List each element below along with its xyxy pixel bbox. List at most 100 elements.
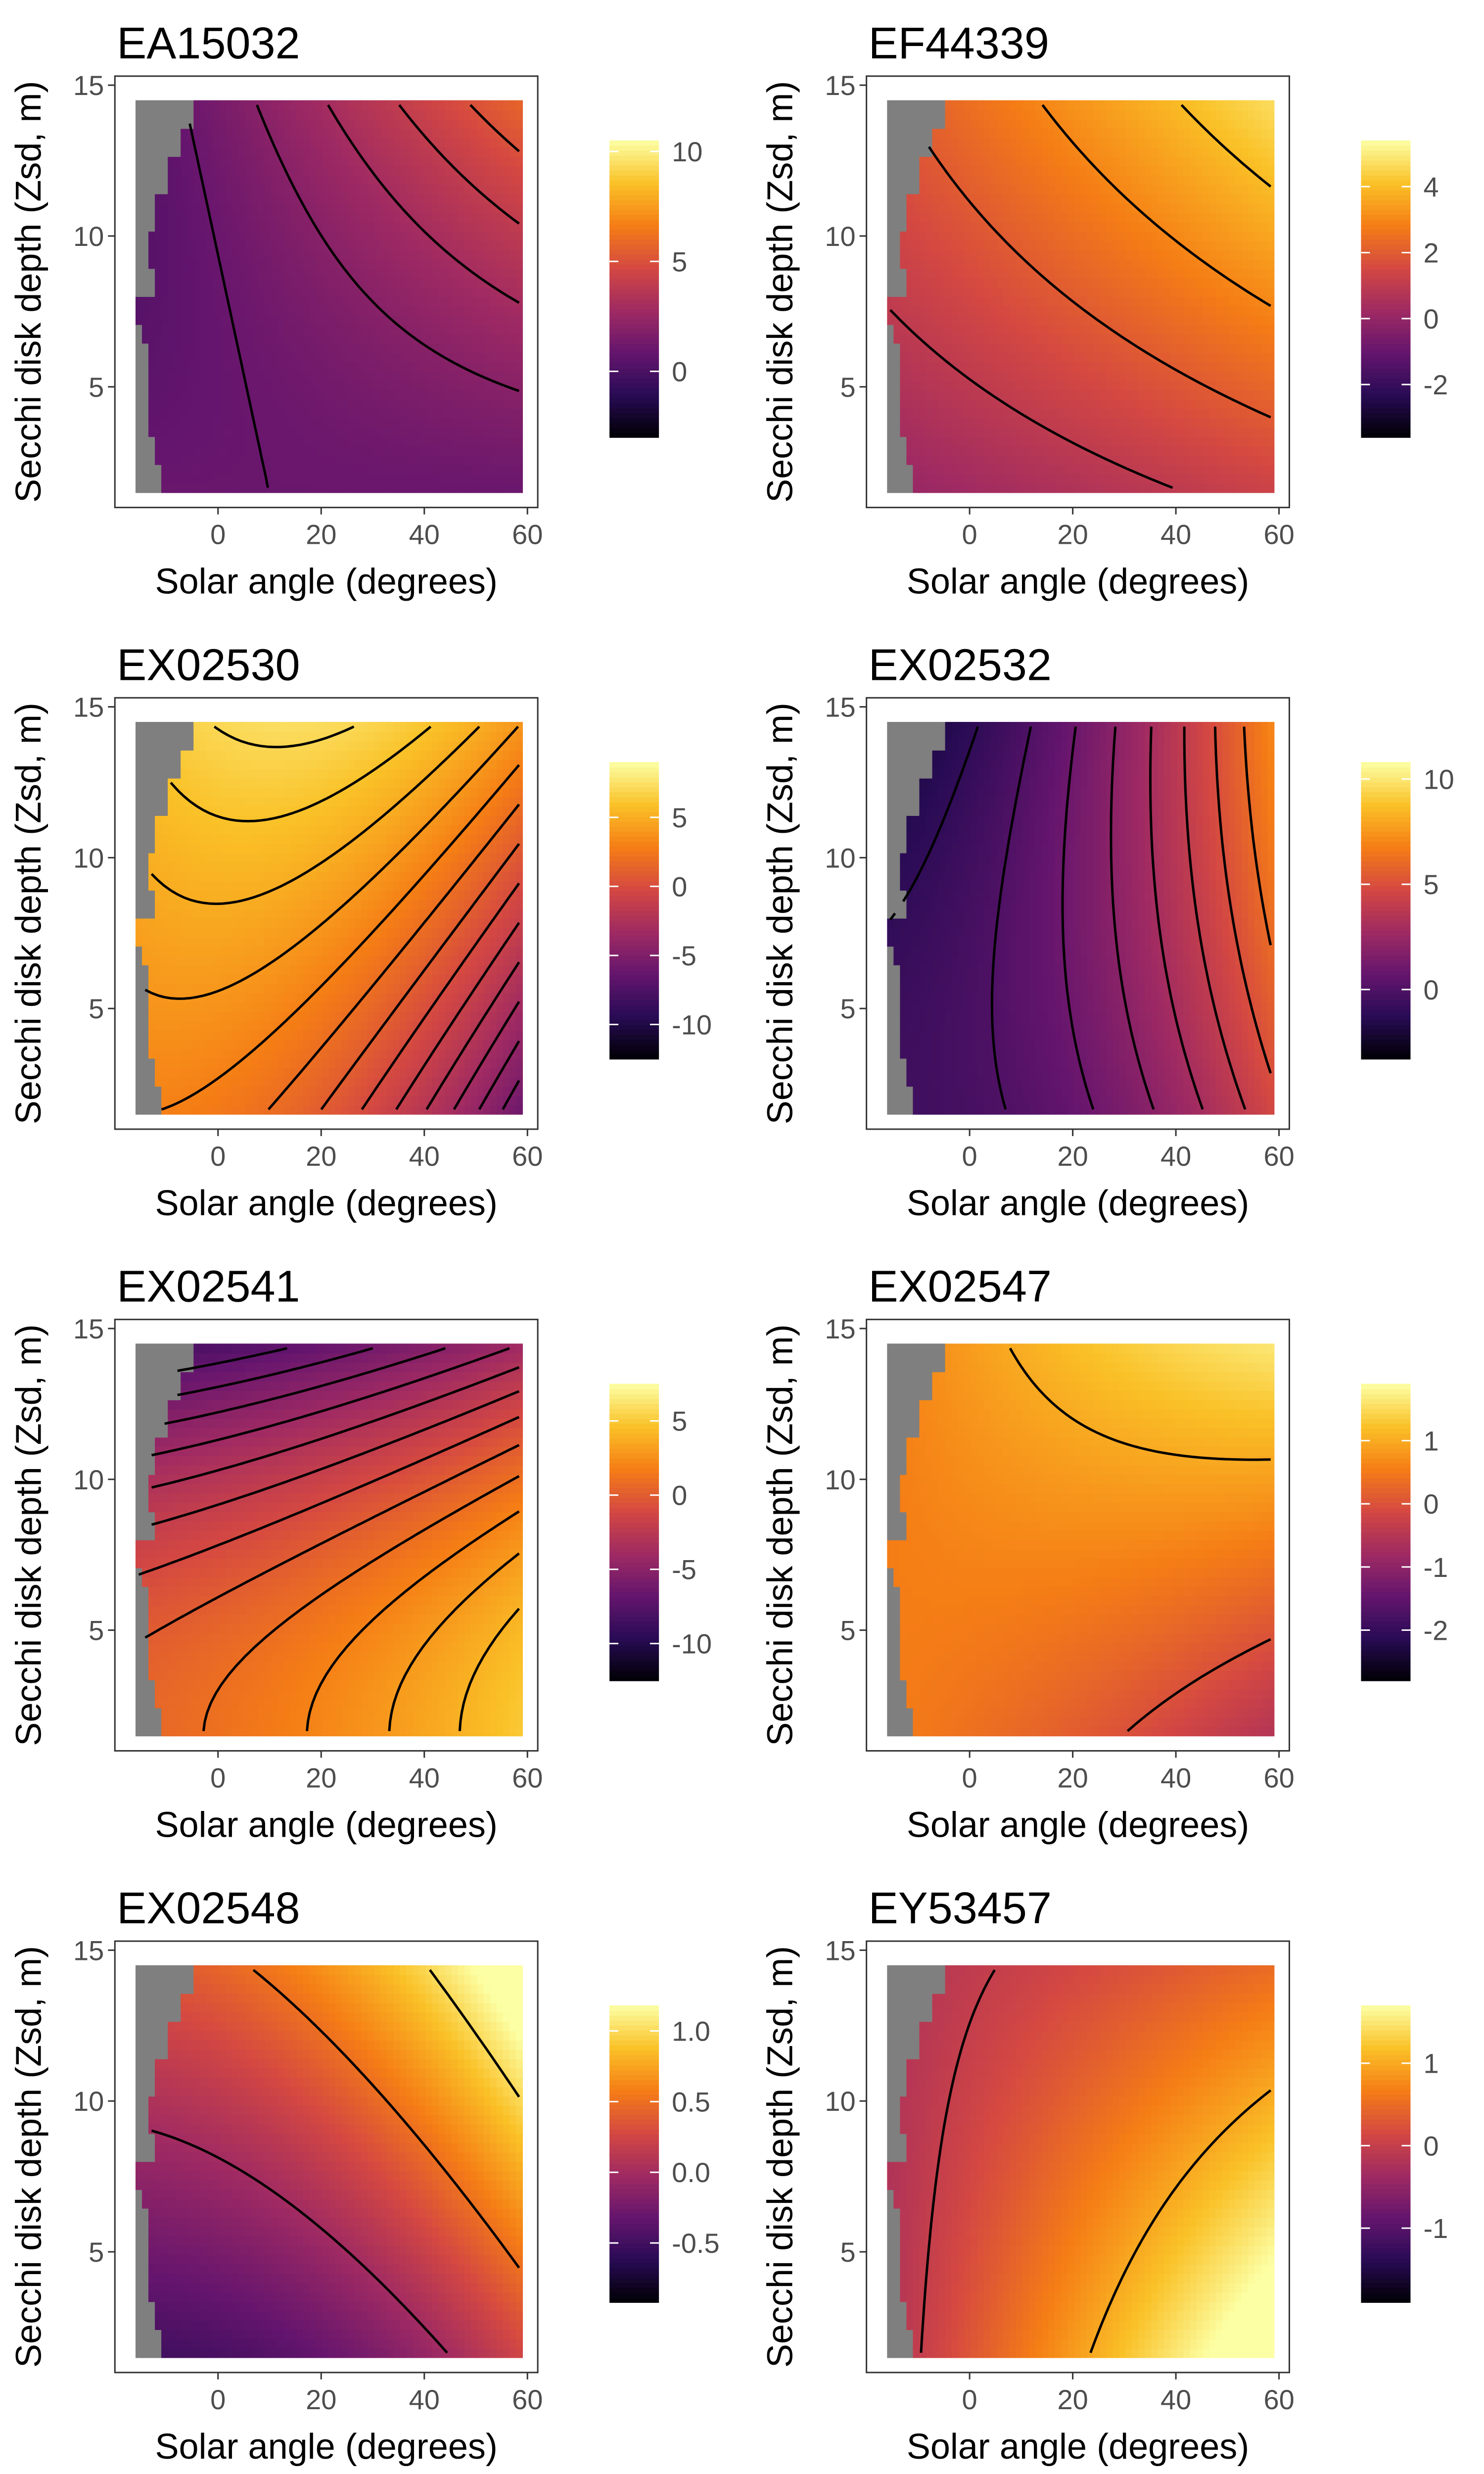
heat-cell [1145,203,1152,213]
heat-cell [516,483,523,493]
heat-cell [238,250,245,260]
heat-cell [1254,371,1261,381]
heat-cell [232,259,239,269]
masked-cell [136,203,142,213]
heat-cell [990,259,997,269]
heat-cell [323,175,329,185]
heat-cell [906,455,913,465]
heat-cell [971,418,978,428]
heat-cell [219,362,226,372]
heat-cell [1074,222,1081,232]
heat-cell [1087,212,1094,222]
heat-cell [1177,128,1184,138]
heat-cell [400,333,407,343]
heat-cell [374,278,381,287]
heat-cell [252,296,259,306]
heat-cell [926,381,932,390]
heat-cell [477,296,484,306]
heat-cell [1216,352,1223,362]
heat-cell [990,128,997,138]
heat-cell [323,128,329,138]
heat-cell [278,250,284,260]
heat-cell [368,278,374,287]
heat-cell [490,100,497,110]
heat-cell [1003,362,1010,372]
heat-cell [1106,259,1113,269]
heat-cell [226,352,232,362]
heat-cell [510,156,516,166]
heat-cell [1035,147,1042,157]
heat-cell [368,483,374,493]
heat-cell [200,287,207,297]
heat-cell [335,381,342,390]
heat-cell [148,343,155,353]
heat-cell [1197,138,1204,147]
heat-cell [271,240,278,250]
heat-cell [1125,147,1132,157]
heat-cell [1171,212,1178,222]
heat-cell [451,138,458,147]
heat-cell [1080,362,1087,372]
heat-cell [181,455,187,465]
heat-cell [406,193,413,203]
heat-cell [445,343,452,353]
heat-cell [374,371,381,381]
heat-cell [413,193,419,203]
heat-cell [1171,343,1178,353]
heat-cell [906,296,913,306]
heat-cell [952,418,959,428]
heat-cell [451,231,458,241]
heat-cell [1229,166,1236,176]
heat-cell [393,156,400,166]
heat-cell [510,333,516,343]
masked-cell [155,147,162,157]
heat-cell [1171,138,1178,147]
heat-cell [393,147,400,157]
heat-cell [1022,483,1029,493]
heat-cell [952,287,959,297]
heat-cell [238,184,245,194]
heat-cell [1261,138,1268,147]
heat-cell [200,212,207,222]
heat-cell [148,427,155,437]
heat-cell [187,418,194,428]
heat-cell [368,100,374,110]
heat-cell [971,147,978,157]
heat-cell [1119,175,1126,185]
heat-cell [1235,381,1242,390]
heat-cell [977,483,984,493]
heat-cell [303,446,310,456]
heat-cell [252,128,259,138]
heat-cell [161,268,168,278]
heat-cell [245,418,252,428]
heat-cell [155,362,162,372]
heat-cell [187,371,194,381]
heat-cell [238,147,245,157]
heat-cell [1235,296,1242,306]
heat-cell [1158,446,1165,456]
heat-cell [932,212,939,222]
heat-cell [458,483,465,493]
heat-cell [142,306,149,316]
heat-cell [252,138,259,147]
heat-cell [161,333,168,343]
heat-cell [1261,240,1268,250]
heat-cell [329,138,336,147]
heat-cell [1113,352,1119,362]
heat-cell [1106,240,1113,250]
masked-cell [142,381,149,390]
heat-cell [926,175,932,185]
heat-cell [335,240,342,250]
heat-cell [238,203,245,213]
heat-cell [425,175,432,185]
heat-cell [1197,128,1204,138]
heat-cell [1164,324,1171,334]
heat-cell [510,352,516,362]
heat-cell [1216,203,1223,213]
heat-cell [161,259,168,269]
heat-cell [226,119,232,129]
heat-cell [245,324,252,334]
heat-cell [510,371,516,381]
heat-cell [271,119,278,129]
heat-cell [945,343,952,353]
